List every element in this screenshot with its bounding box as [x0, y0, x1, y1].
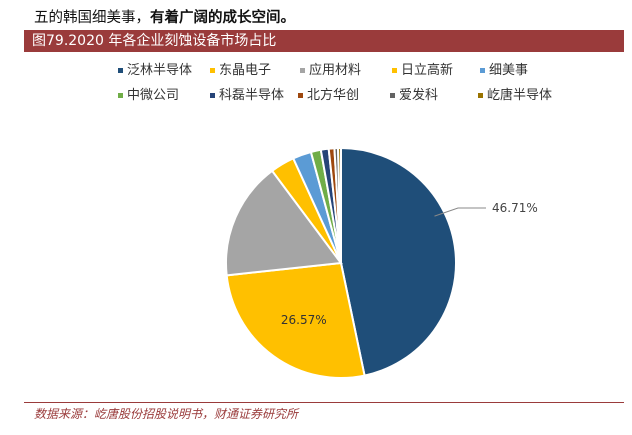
legend-swatch-8: [390, 93, 395, 98]
legend-label-6: 科磊半导体: [219, 88, 284, 103]
pie-slice-0: [340, 146, 457, 377]
legend-swatch-5: [118, 93, 123, 98]
legend-label-3: 日立高新: [401, 62, 453, 78]
data-label-0: 46.71%: [492, 201, 538, 215]
legend-swatch-3: [392, 68, 397, 73]
source-note: 数据来源：屹唐股份招股说明书，财通证券研究所: [34, 407, 299, 421]
legend-label-9: 屹唐半导体: [487, 87, 552, 103]
legend-label-8: 爱发科: [399, 87, 438, 103]
leader-line-0: [434, 207, 486, 217]
intro-plain: 五的韩国细美事，: [34, 10, 150, 26]
legend-label-0: 泛林半导体: [127, 63, 192, 78]
legend-swatch-1: [210, 68, 215, 73]
legend-swatch-9: [478, 93, 483, 98]
legend-label-1: 东晶电子: [219, 63, 271, 78]
intro-text: 五的韩国细美事，有着广阔的成长空间。: [34, 6, 295, 27]
legend-label-5: 中微公司: [127, 88, 179, 103]
legend-swatch-6: [210, 93, 215, 98]
legend-swatch-2: [300, 68, 305, 73]
intro-bold: 有着广阔的成长空间。: [150, 9, 295, 26]
figure-title: 图79.2020 年各企业刻蚀设备市场占比: [24, 30, 624, 52]
divider: [24, 402, 624, 403]
legend-swatch-7: [298, 93, 303, 98]
legend-label-7: 北方华创: [307, 87, 359, 103]
pie-slice-1: [225, 261, 366, 379]
legend-label-2: 应用材料: [309, 62, 361, 78]
data-label-1: 26.57%: [281, 313, 327, 327]
legend-swatch-4: [480, 68, 485, 73]
pie-slice-9: [337, 146, 342, 264]
legend-swatch-0: [118, 68, 123, 73]
legend-label-4: 细美事: [489, 63, 528, 78]
pie-slice-2: [225, 169, 343, 277]
